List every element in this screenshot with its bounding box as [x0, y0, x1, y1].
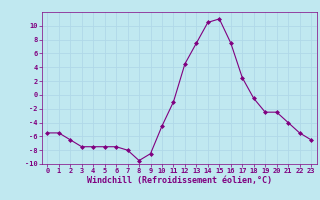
X-axis label: Windchill (Refroidissement éolien,°C): Windchill (Refroidissement éolien,°C) [87, 176, 272, 185]
